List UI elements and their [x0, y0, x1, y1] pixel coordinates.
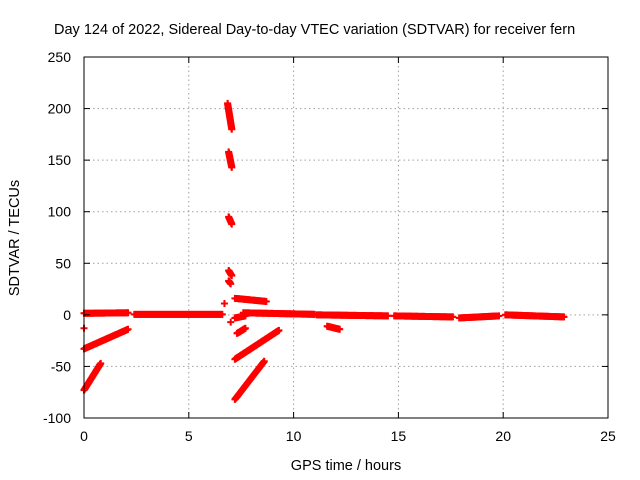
- data-point: [228, 272, 236, 280]
- grid-lines: [84, 57, 608, 418]
- data-point: [262, 297, 270, 305]
- data-point: [97, 359, 105, 367]
- y-tick-label: -100: [43, 410, 71, 426]
- data-series: [455, 312, 503, 322]
- data-series: [231, 326, 283, 363]
- data-point: [336, 325, 344, 333]
- data-point: [220, 300, 228, 308]
- data-point: [218, 310, 226, 318]
- y-tick-label: 250: [48, 49, 72, 65]
- data-series: [225, 148, 236, 171]
- plot-frame: [83, 56, 609, 419]
- y-tick-labels: -100 -50 0 50 100 150 200 250: [43, 49, 71, 426]
- data-point: [227, 318, 235, 326]
- data-series: [501, 311, 568, 321]
- y-tick-label: 50: [55, 255, 71, 271]
- x-tick-label: 10: [286, 428, 302, 444]
- data-point: [124, 325, 132, 333]
- y-tick-label: 100: [48, 204, 72, 220]
- data-point: [241, 312, 249, 320]
- y-tick-label: 0: [63, 307, 71, 323]
- y-tick-label: 200: [48, 101, 72, 117]
- data-series: [313, 311, 392, 320]
- data-point: [227, 280, 235, 288]
- x-tick-label: 20: [495, 428, 511, 444]
- data-series: [231, 294, 270, 305]
- data-series: [225, 213, 236, 228]
- chart-title: Day 124 of 2022, Sidereal Day-to-day VTE…: [54, 22, 575, 38]
- y-axis-label: SDTVAR / TECUs: [7, 180, 23, 296]
- y-tick-label: -50: [51, 358, 71, 374]
- data-series: [231, 312, 249, 322]
- axis-ticks: [83, 56, 609, 419]
- x-tick-labels: 0 5 10 15 20 25: [80, 428, 616, 444]
- data-series: [239, 309, 319, 318]
- data-series: [233, 324, 249, 337]
- data-series: [390, 312, 457, 321]
- x-tick-label: 5: [185, 428, 193, 444]
- data-point: [228, 220, 236, 228]
- data-point: [228, 125, 236, 133]
- data-points: [80, 99, 568, 403]
- x-tick-label: 15: [391, 428, 407, 444]
- data-series: [323, 322, 344, 333]
- y-tick-label: 150: [48, 152, 72, 168]
- data-series: [80, 325, 132, 353]
- data-series: [130, 310, 226, 318]
- data-point: [495, 312, 503, 320]
- data-point: [260, 357, 268, 365]
- data-point: [241, 324, 249, 332]
- data-point: [560, 313, 568, 321]
- data-point: [228, 163, 236, 171]
- data-point: [384, 312, 392, 320]
- data-series: [224, 99, 236, 133]
- data-point: [449, 313, 457, 321]
- data-point: [124, 309, 132, 317]
- x-tick-label: 25: [600, 428, 616, 444]
- data-series: [225, 277, 235, 288]
- data-series: [80, 309, 132, 317]
- x-tick-label: 0: [80, 428, 88, 444]
- data-series: [80, 359, 105, 394]
- data-series: [231, 357, 268, 403]
- x-axis-label: GPS time / hours: [291, 458, 401, 474]
- data-series: [225, 267, 236, 280]
- data-point: [275, 326, 283, 334]
